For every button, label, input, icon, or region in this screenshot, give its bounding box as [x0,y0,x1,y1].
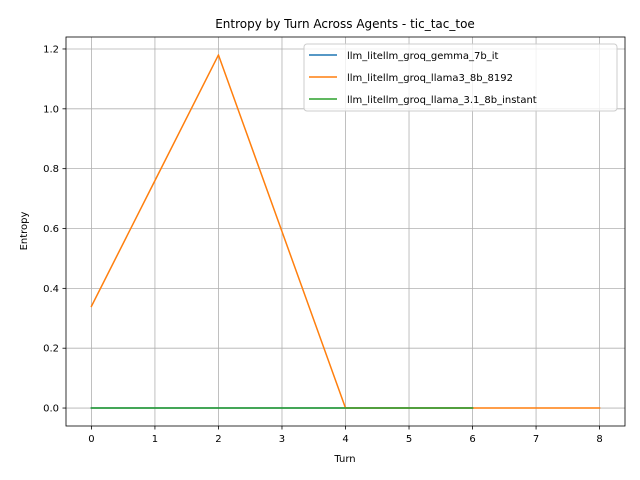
legend-label-1: llm_litellm_groq_gemma_7b_it [347,51,499,62]
x-tick-label: 2 [215,434,221,445]
x-tick-label: 8 [596,434,602,445]
y-tick-label: 0.4 [43,284,59,295]
x-axis-label: Turn [333,454,355,465]
series-layer [90,54,601,409]
x-tick-label: 5 [406,434,412,445]
y-tick-label: 0.6 [43,224,59,235]
legend-box [303,43,618,112]
x-tick-label: 1 [152,434,158,445]
x-tick-label: 3 [279,434,285,445]
y-axis-label: Entropy [19,211,30,250]
x-tick-label: 0 [88,434,94,445]
x-tick-label: 4 [342,434,348,445]
x-tick-label: 7 [533,434,539,445]
tick-layer: 0 1 2 3 4 5 6 7 8 0.0 0.2 0.4 0.6 0.8 1.0 1.2 [43,44,603,445]
y-tick-label: 1.2 [43,44,59,55]
chart-title: Entropy by Turn Across Agents - tic_tac_… [215,17,475,31]
y-tick-label: 0.0 [43,404,59,415]
y-tick-label: 0.8 [43,164,59,175]
legend-label-3: llm_litellm_groq_llama_3.1_8b_instant [347,95,537,106]
legend-label-2: llm_litellm_groq_llama3_8b_8192 [347,73,513,84]
y-tick-label: 1.0 [43,104,59,115]
y-tick-label: 0.2 [43,344,59,355]
x-tick-label: 6 [469,434,475,445]
legend: llm_litellm_groq_gemma_7b_it llm_litellm_… [303,43,618,112]
